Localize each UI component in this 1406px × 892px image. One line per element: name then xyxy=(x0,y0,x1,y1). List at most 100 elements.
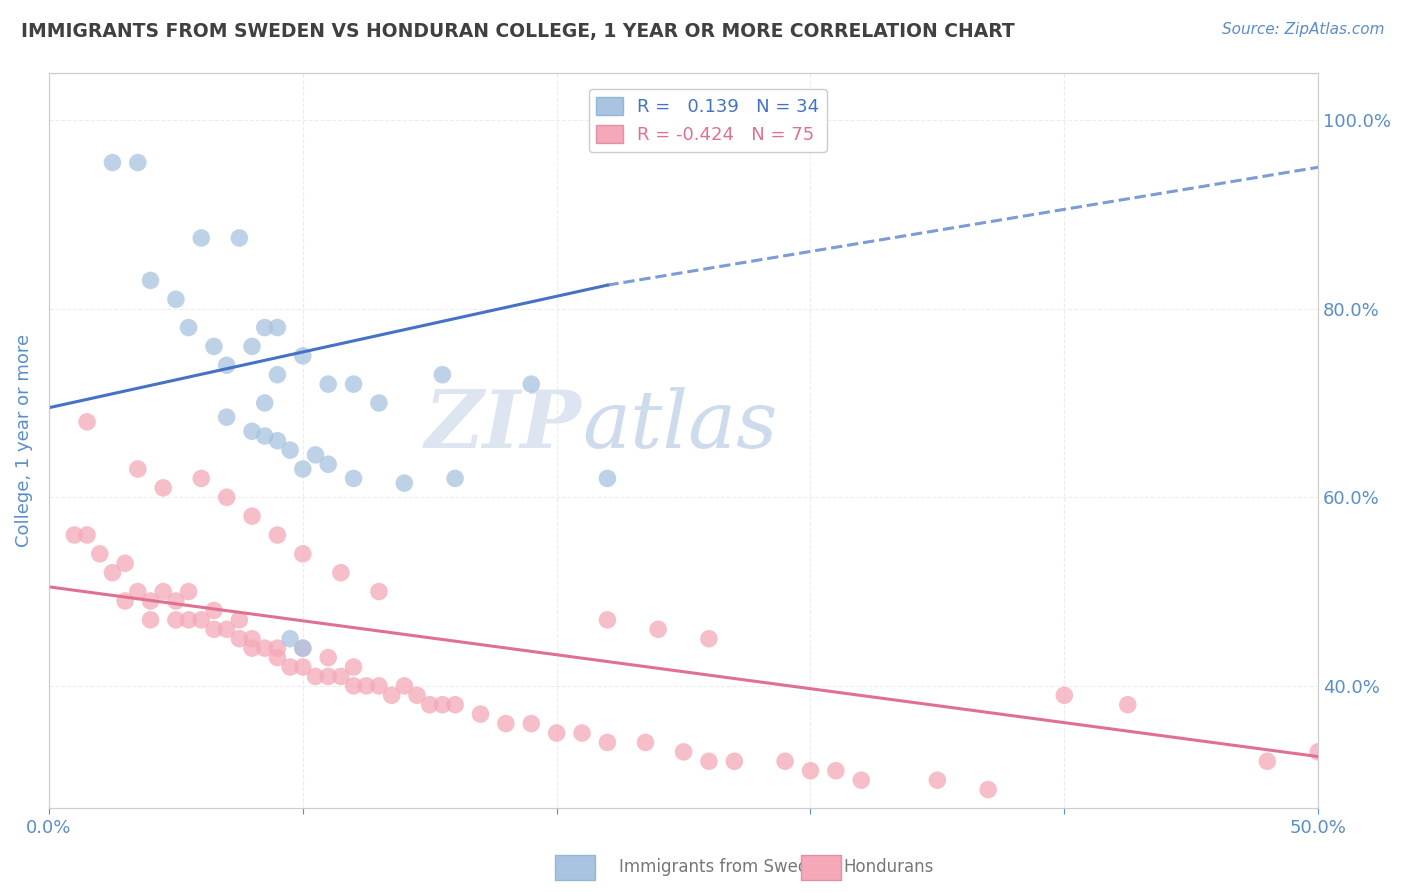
Point xyxy=(432,698,454,712)
Point xyxy=(127,584,149,599)
Point xyxy=(76,528,98,542)
Point xyxy=(394,679,416,693)
Point xyxy=(368,396,391,410)
Point xyxy=(316,377,339,392)
Point xyxy=(139,273,162,287)
Point xyxy=(697,754,720,768)
Text: Source: ZipAtlas.com: Source: ZipAtlas.com xyxy=(1222,22,1385,37)
Point xyxy=(127,155,149,169)
Point xyxy=(190,613,212,627)
Point xyxy=(278,632,301,646)
Point xyxy=(89,547,111,561)
Point xyxy=(799,764,821,778)
Point xyxy=(596,735,619,749)
Point xyxy=(152,481,174,495)
Point xyxy=(444,698,467,712)
Point xyxy=(470,707,492,722)
Point xyxy=(368,584,391,599)
Point xyxy=(190,231,212,245)
Point xyxy=(851,773,873,788)
Point xyxy=(215,359,238,373)
Point xyxy=(76,415,98,429)
Point xyxy=(291,660,314,674)
Point xyxy=(520,377,543,392)
Text: ZIP: ZIP xyxy=(425,387,582,465)
Point xyxy=(165,594,187,608)
Point xyxy=(114,594,136,608)
Point xyxy=(342,660,364,674)
Point xyxy=(240,425,263,439)
Point xyxy=(291,547,314,561)
Point xyxy=(165,613,187,627)
Point xyxy=(291,462,314,476)
Point xyxy=(1256,754,1278,768)
Point xyxy=(394,476,416,491)
Point xyxy=(278,443,301,458)
Point xyxy=(977,782,1000,797)
Point xyxy=(571,726,593,740)
Point xyxy=(278,660,301,674)
Text: atlas: atlas xyxy=(582,387,778,465)
Point xyxy=(1308,745,1330,759)
Point xyxy=(546,726,568,740)
Point xyxy=(647,622,669,636)
Text: IMMIGRANTS FROM SWEDEN VS HONDURAN COLLEGE, 1 YEAR OR MORE CORRELATION CHART: IMMIGRANTS FROM SWEDEN VS HONDURAN COLLE… xyxy=(21,22,1015,41)
Point xyxy=(139,613,162,627)
Point xyxy=(101,566,124,580)
Point xyxy=(291,349,314,363)
Point xyxy=(316,457,339,471)
Point xyxy=(253,429,276,443)
Point xyxy=(114,556,136,570)
Point xyxy=(773,754,796,768)
Point xyxy=(101,155,124,169)
Point xyxy=(202,339,225,353)
Legend: R =   0.139   N = 34, R = -0.424   N = 75: R = 0.139 N = 34, R = -0.424 N = 75 xyxy=(589,89,827,152)
Point xyxy=(342,679,364,693)
Point xyxy=(63,528,86,542)
Point xyxy=(177,613,200,627)
Point xyxy=(672,745,695,759)
Point xyxy=(215,490,238,504)
Point xyxy=(240,339,263,353)
Point xyxy=(419,698,441,712)
Point xyxy=(520,716,543,731)
Point xyxy=(228,231,250,245)
Point xyxy=(177,584,200,599)
Point xyxy=(127,462,149,476)
Point xyxy=(228,613,250,627)
Point xyxy=(927,773,949,788)
Point xyxy=(215,622,238,636)
Point xyxy=(596,471,619,485)
Point xyxy=(240,641,263,656)
Point xyxy=(228,632,250,646)
Point xyxy=(202,603,225,617)
Point xyxy=(356,679,378,693)
Point xyxy=(152,584,174,599)
Point xyxy=(316,650,339,665)
Point xyxy=(634,735,657,749)
Point xyxy=(304,669,326,683)
Point xyxy=(1053,688,1076,702)
Point xyxy=(304,448,326,462)
Point xyxy=(381,688,404,702)
Point xyxy=(432,368,454,382)
Point xyxy=(240,632,263,646)
Point xyxy=(266,641,288,656)
Point xyxy=(139,594,162,608)
Point xyxy=(1116,698,1139,712)
Point xyxy=(190,471,212,485)
Point xyxy=(444,471,467,485)
Point xyxy=(406,688,429,702)
Point xyxy=(266,528,288,542)
Point xyxy=(495,716,517,731)
Point xyxy=(253,320,276,334)
Point xyxy=(266,368,288,382)
Point xyxy=(266,434,288,448)
Point xyxy=(596,613,619,627)
Point xyxy=(202,622,225,636)
Point xyxy=(697,632,720,646)
Point xyxy=(316,669,339,683)
Point xyxy=(329,669,352,683)
Point xyxy=(177,320,200,334)
Point xyxy=(824,764,846,778)
